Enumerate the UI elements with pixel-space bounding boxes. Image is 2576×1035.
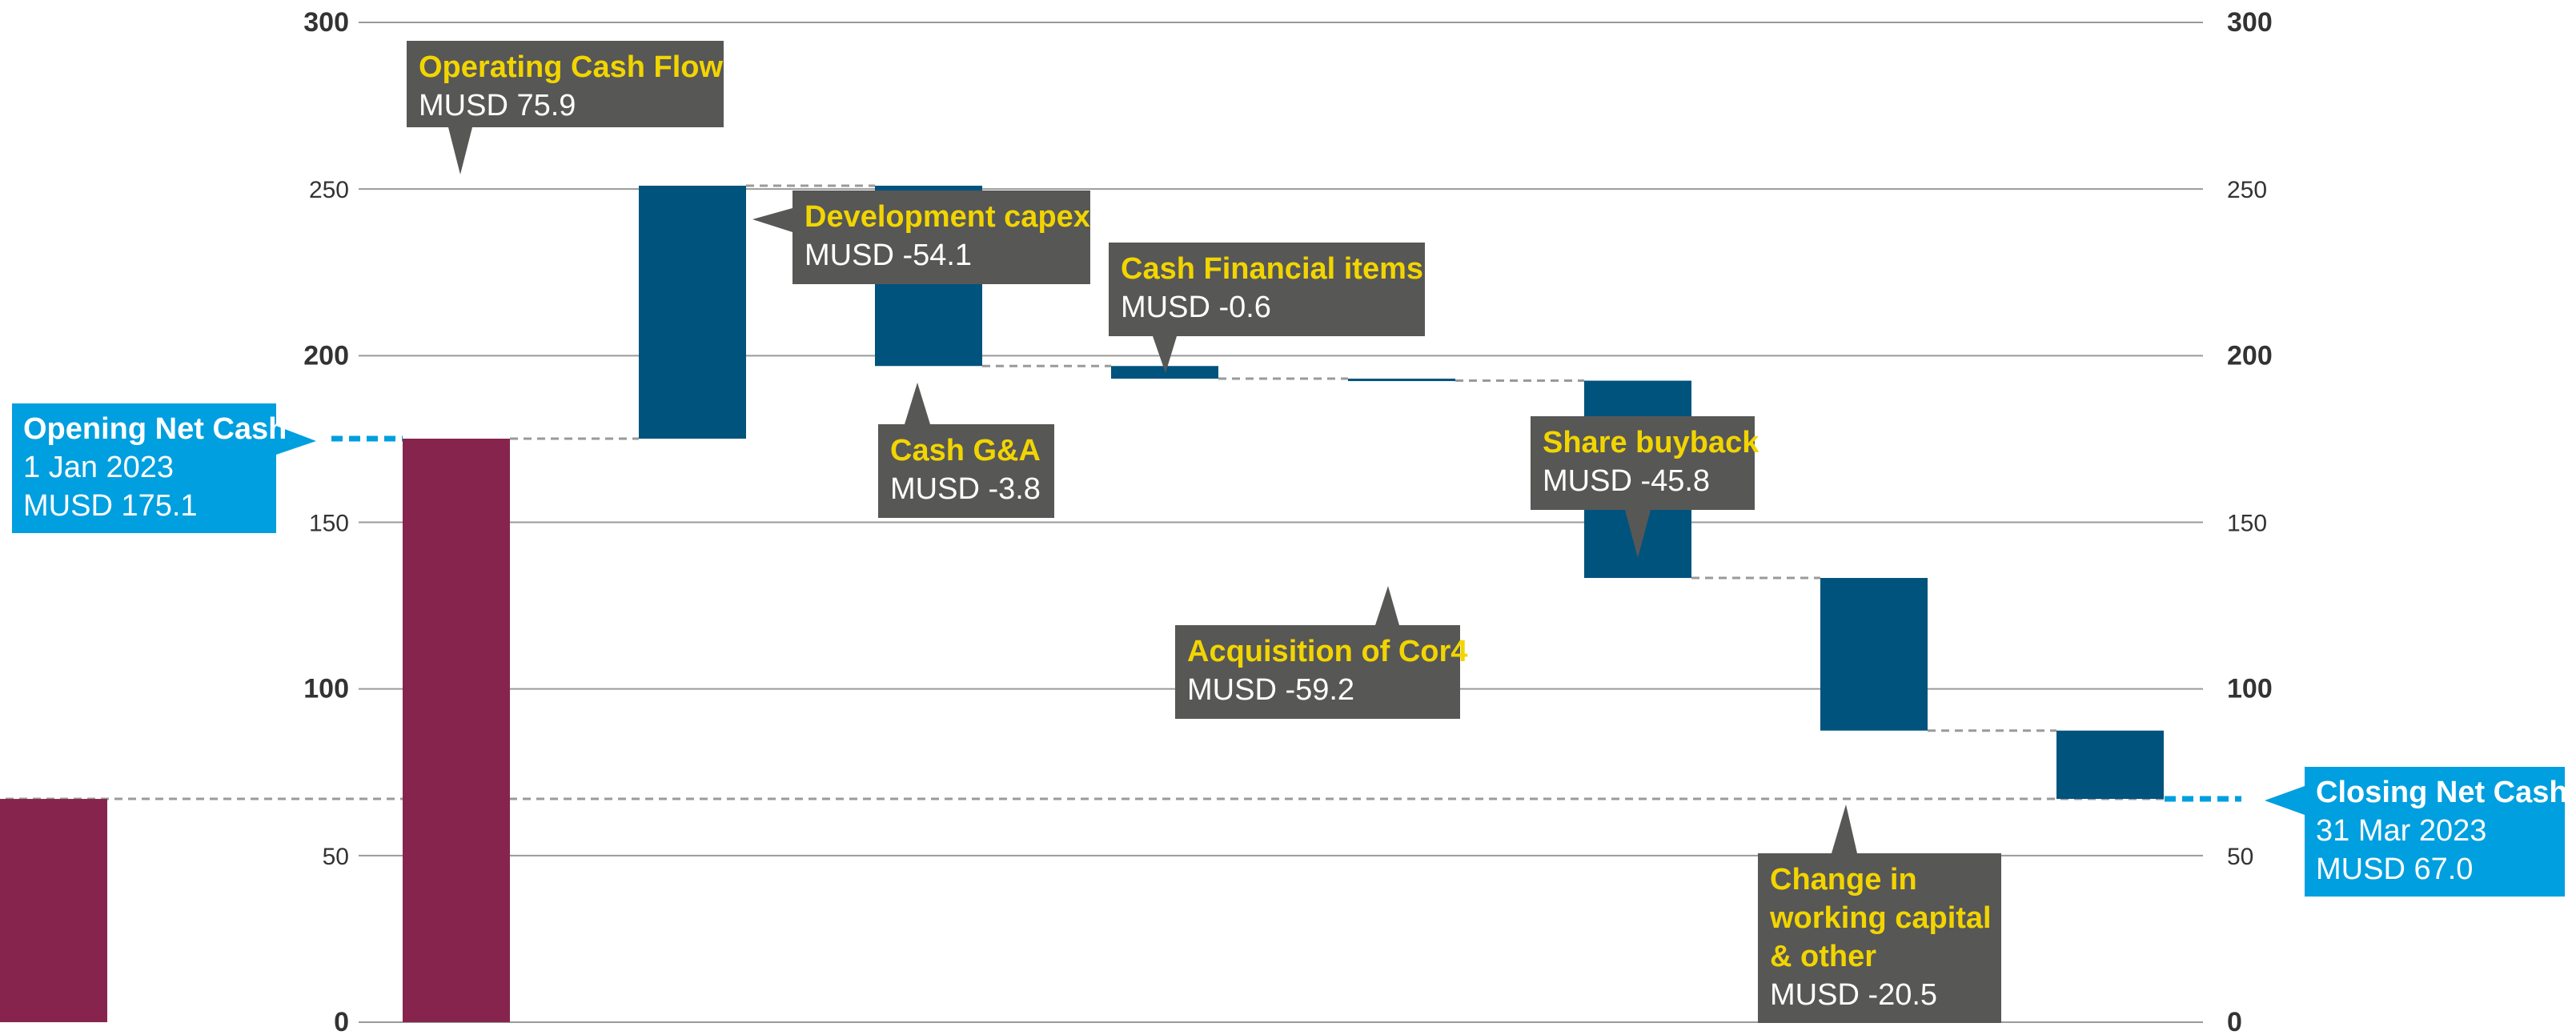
waterfall-bar [1348,379,1455,382]
opening-date: 1 Jan 2023 [23,451,174,484]
y-tick-label-right: 0 [2227,1007,2242,1035]
callout-title: Share buyback [1543,426,1759,459]
callout-title: Cash Financial items [1121,252,1423,286]
waterfall-bar [1820,578,1928,731]
y-tick-label-left: 0 [334,1007,349,1035]
callout-title: Development capex [804,200,1090,234]
callout-pointer [448,127,472,175]
y-axis-left: 0 50 100 150 200 250 300 [303,7,349,1035]
y-tick-label-right: 50 [2227,844,2253,870]
y-tick-label-right: 300 [2227,7,2273,38]
connector-lines [0,184,2164,800]
callout-value: MUSD -45.8 [1543,464,1710,498]
callout-title: working capital [1769,901,1992,935]
callout-value: MUSD -20.5 [1770,978,1937,1012]
opening-pointer [276,426,316,455]
callouts: Operating Cash Flow MUSD 75.9 Development … [407,41,2001,1023]
callout-value: MUSD -54.1 [804,239,972,272]
callout-box [407,41,724,127]
endpoint-labels: Opening Net Cash 1 Jan 2023 MUSD 175.1 Clos… [12,403,2568,897]
callout-title: Operating Cash Flow [419,50,723,84]
waterfall-bar [403,439,510,1022]
callout-box [878,424,1054,518]
callout-value: MUSD -59.2 [1187,673,1354,707]
y-axis-right: 0 50 100 150 200 250 300 [2227,7,2273,1035]
closing-title: Closing Net Cash [2316,776,2568,809]
callout-value: MUSD 75.9 [419,89,576,122]
y-tick-label-left: 250 [309,177,349,203]
callout-pointer [1832,804,1857,853]
callout-pointer [905,383,930,424]
callout-box [1175,625,1460,719]
closing-date: 31 Mar 2023 [2316,814,2486,848]
opening-box [12,403,276,533]
callout-value: MUSD -0.6 [1121,291,1271,324]
callout-pointer [1625,510,1651,558]
waterfall-bar [639,186,746,439]
callout-box [1109,243,1425,336]
y-tick-label-right: 150 [2227,511,2267,537]
y-tick-label-left: 200 [303,340,349,371]
callout-title: Acquisition of Cor4 [1187,635,1467,668]
callout-box [792,191,1090,284]
callout-box [1758,853,2001,1023]
y-tick-label-right: 250 [2227,177,2267,203]
opening-title: Opening Net Cash [23,412,287,446]
y-tick-label-right: 200 [2227,340,2273,371]
callout-box [1531,416,1755,510]
closing-pointer [2265,786,2305,815]
closing-box [2305,767,2565,897]
callout-value: MUSD -3.8 [890,472,1041,506]
y-tick-label-left: 100 [303,674,349,704]
waterfall-bar [2056,730,2164,800]
closing-value: MUSD 67.0 [2316,852,2473,886]
y-tick-label-right: 100 [2227,674,2273,704]
waterfall-bar [1111,366,1218,379]
callout-title: & other [1770,940,1876,973]
y-tick-label-left: 150 [309,511,349,537]
y-tick-label-left: 300 [303,7,349,38]
callout-pointer [1375,586,1399,625]
callout-pointer [1153,336,1177,373]
callout-title: Cash G&A [890,434,1041,467]
callout-title: Change in [1770,863,1917,897]
opening-value: MUSD 175.1 [23,489,198,523]
waterfall-bar [0,799,107,1022]
callout-pointer [752,208,792,232]
y-tick-label-left: 50 [323,844,349,870]
